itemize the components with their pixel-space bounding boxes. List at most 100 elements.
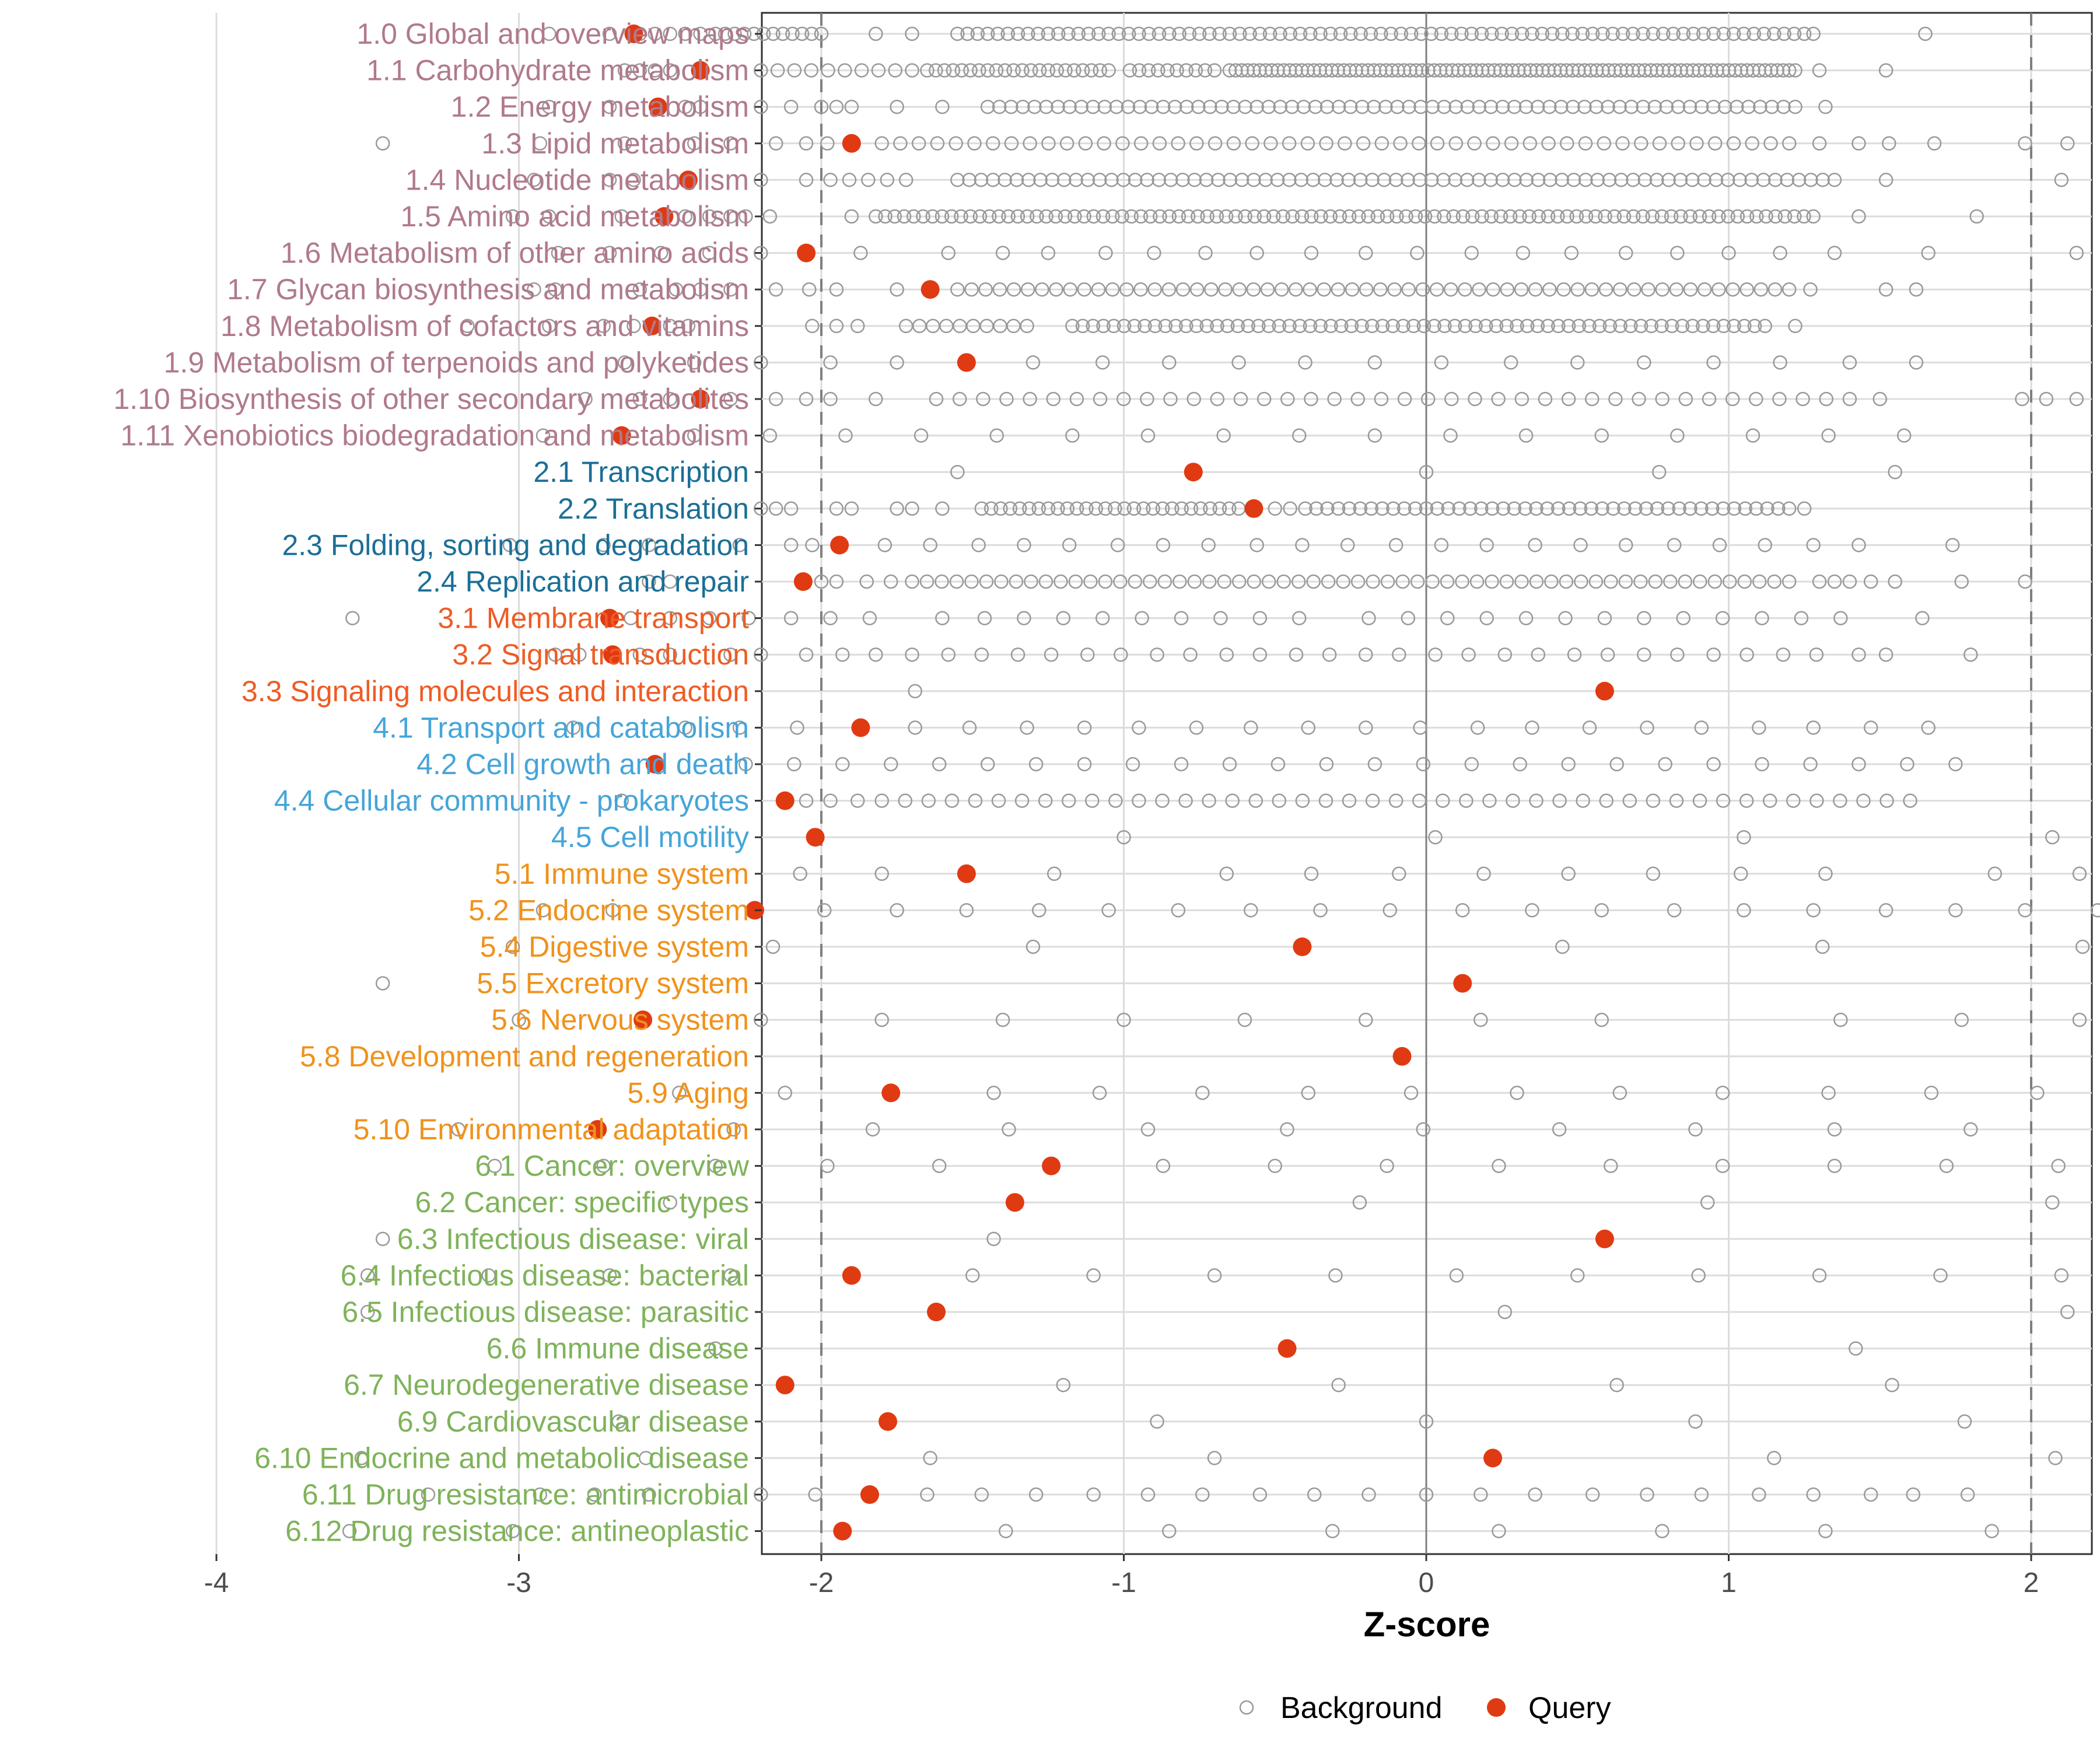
background-point bbox=[1163, 173, 1178, 187]
background-point bbox=[929, 391, 944, 407]
background-point bbox=[1334, 319, 1349, 334]
background-point bbox=[1110, 538, 1125, 552]
background-point bbox=[1174, 501, 1189, 516]
background-point bbox=[829, 574, 844, 589]
x-tick-label: -4 bbox=[204, 1567, 229, 1598]
background-point bbox=[648, 63, 663, 78]
background-point bbox=[1503, 209, 1518, 224]
background-point bbox=[1520, 319, 1535, 334]
background-point bbox=[681, 319, 696, 334]
background-point bbox=[1797, 209, 1811, 224]
background-point bbox=[1618, 246, 1633, 260]
background-point bbox=[1004, 136, 1019, 151]
background-point bbox=[1331, 99, 1346, 114]
background-point bbox=[1960, 1487, 1975, 1502]
background-point bbox=[754, 99, 768, 114]
background-point bbox=[1092, 1086, 1107, 1100]
background-point bbox=[1027, 99, 1042, 114]
background-point bbox=[1633, 319, 1648, 334]
background-point bbox=[1500, 282, 1515, 297]
background-point bbox=[1619, 63, 1634, 78]
background-point bbox=[1362, 1487, 1376, 1502]
background-point bbox=[1006, 63, 1021, 78]
background-point bbox=[935, 574, 949, 589]
query-point bbox=[1595, 1229, 1614, 1248]
query-points bbox=[588, 25, 1614, 1541]
background-point bbox=[1378, 63, 1394, 78]
background-point bbox=[1343, 26, 1358, 41]
background-point bbox=[1189, 319, 1204, 334]
background-point bbox=[1033, 173, 1048, 187]
background-point bbox=[1075, 319, 1090, 334]
category-label: 6.6 Immune disease bbox=[487, 1332, 749, 1365]
background-point bbox=[1561, 866, 1576, 881]
query-point bbox=[634, 1010, 653, 1030]
background-point bbox=[1768, 209, 1783, 224]
background-point bbox=[1350, 391, 1365, 407]
background-point bbox=[1390, 99, 1405, 114]
background-point bbox=[1244, 720, 1258, 735]
background-point bbox=[2075, 939, 2090, 954]
background-point bbox=[1454, 26, 1469, 41]
background-point bbox=[1218, 282, 1233, 297]
background-point bbox=[1786, 793, 1801, 808]
background-point bbox=[1945, 538, 1960, 552]
background-point bbox=[1122, 63, 1138, 78]
background-point bbox=[1342, 209, 1357, 224]
category-labels: 1.0 Global and overview maps 1.1 Carbohyd… bbox=[113, 18, 762, 1548]
x-tick-label: 1 bbox=[1721, 1567, 1737, 1598]
background-point bbox=[1396, 319, 1410, 334]
background-point bbox=[451, 1122, 466, 1137]
background-point bbox=[1540, 501, 1555, 516]
background-point bbox=[737, 26, 752, 41]
background-point bbox=[986, 173, 1000, 187]
category-label: 2.3 Folding, sorting and degradation bbox=[282, 529, 749, 561]
background-point bbox=[732, 538, 747, 552]
background-point bbox=[1077, 757, 1092, 772]
background-point bbox=[1782, 282, 1797, 297]
background-point bbox=[1365, 319, 1380, 334]
background-point bbox=[1758, 63, 1773, 78]
category-label: 5.9 Aging bbox=[627, 1076, 749, 1109]
background-point bbox=[1199, 173, 1214, 187]
background-point bbox=[1428, 647, 1443, 662]
background-point bbox=[1098, 501, 1113, 516]
legend-query-key bbox=[1487, 1698, 1506, 1717]
background-point bbox=[642, 574, 656, 589]
background-point bbox=[602, 99, 617, 114]
background-point bbox=[1738, 501, 1753, 516]
background-point bbox=[1117, 501, 1132, 516]
background-point bbox=[850, 793, 865, 808]
background-point bbox=[1628, 501, 1643, 516]
background-point bbox=[1685, 63, 1700, 78]
category-label: 1.2 Energy metabolism bbox=[451, 90, 749, 123]
x-tick-label: -2 bbox=[809, 1567, 834, 1598]
background-point bbox=[1067, 63, 1082, 78]
background-point bbox=[1573, 538, 1588, 552]
background-point bbox=[1787, 209, 1802, 224]
background-point bbox=[1446, 209, 1461, 224]
background-point bbox=[1367, 99, 1381, 114]
background-point bbox=[1026, 939, 1041, 954]
background-point bbox=[1152, 136, 1167, 151]
background-point bbox=[1702, 391, 1717, 407]
background-point bbox=[1143, 209, 1158, 224]
background-point bbox=[1737, 319, 1752, 334]
background-point bbox=[1247, 574, 1261, 589]
background-point bbox=[708, 26, 723, 41]
background-point bbox=[1264, 136, 1278, 151]
background-point bbox=[1276, 574, 1291, 589]
background-point bbox=[1652, 136, 1667, 151]
background-point bbox=[783, 611, 799, 625]
category-label: 6.4 Infectious disease: bacterial bbox=[341, 1259, 749, 1292]
background-point bbox=[1212, 26, 1227, 41]
background-point bbox=[1307, 1487, 1322, 1502]
background-point bbox=[1529, 501, 1544, 516]
category-label: 1.6 Metabolism of other amino acids bbox=[281, 237, 749, 270]
background-point bbox=[693, 26, 708, 41]
background-point bbox=[1767, 574, 1782, 589]
category-label: 3.2 Signal transduction bbox=[452, 638, 749, 671]
background-point bbox=[1797, 501, 1812, 516]
background-point bbox=[533, 136, 548, 151]
background-point bbox=[1674, 63, 1688, 78]
